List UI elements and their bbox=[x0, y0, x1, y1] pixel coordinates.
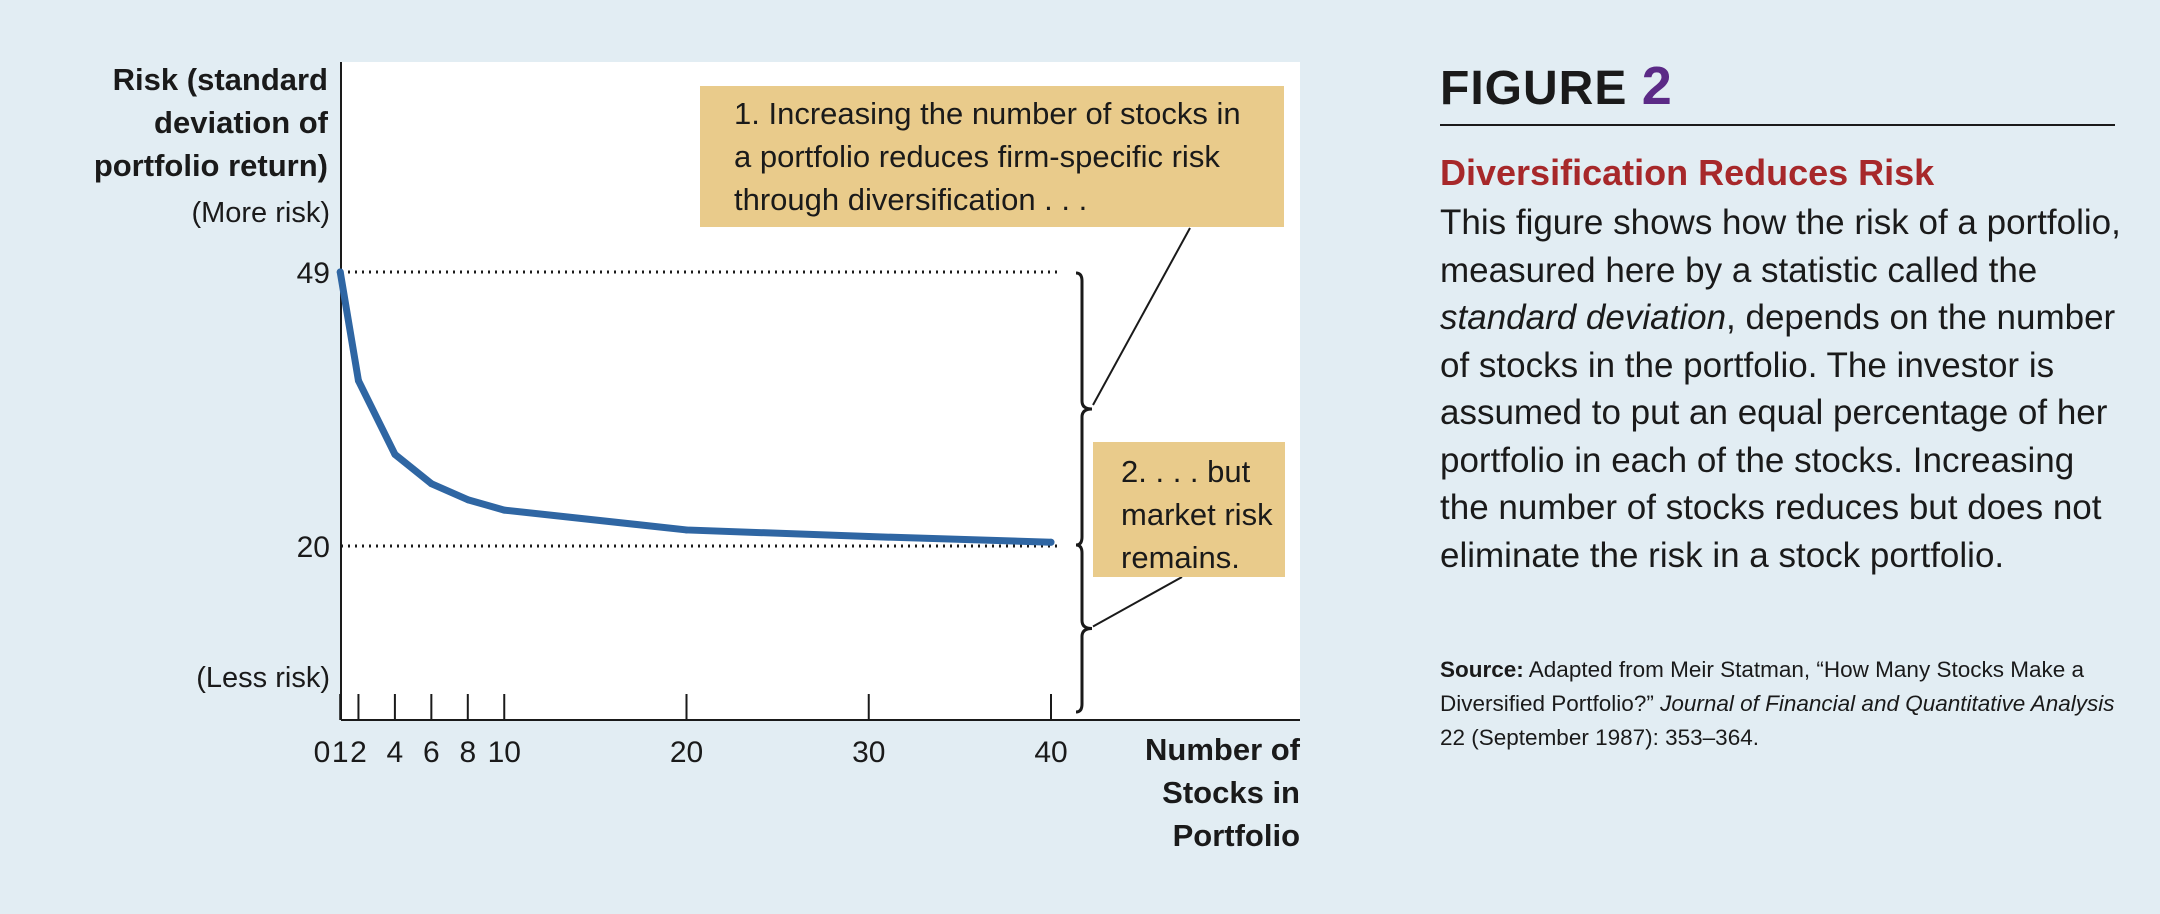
x-axis-label-line: Number of bbox=[1145, 732, 1300, 767]
x-tick-label: 30 bbox=[852, 736, 885, 769]
figure-heading: Diversification Reduces Risk bbox=[1440, 152, 1935, 193]
source-label: Source: bbox=[1440, 657, 1524, 682]
y-ticks: 49 20 bbox=[297, 257, 330, 564]
data-point bbox=[1047, 538, 1055, 546]
data-point bbox=[464, 496, 472, 504]
data-point bbox=[336, 268, 344, 276]
x-tick-label: 6 bbox=[423, 736, 440, 769]
x-tick-label: 8 bbox=[459, 736, 476, 769]
data-point bbox=[865, 533, 873, 541]
series-group bbox=[336, 268, 1055, 546]
x-axis-label-line: Portfolio bbox=[1172, 818, 1300, 853]
braces bbox=[1075, 227, 1191, 714]
source-text: Adapted from Meir Statman, “How Many Sto… bbox=[1440, 657, 2084, 716]
figure-caption: This figure shows how the risk of a port… bbox=[1440, 199, 2130, 579]
caption-text-end: , depends on the number of stocks in the… bbox=[1440, 298, 2116, 575]
data-point bbox=[354, 377, 362, 385]
x-axis-label-line: Stocks in bbox=[1162, 775, 1300, 810]
leader-line bbox=[1092, 227, 1191, 406]
x-tick-label: 4 bbox=[387, 736, 404, 769]
data-point bbox=[427, 480, 435, 488]
callout-line: remains. bbox=[1121, 540, 1240, 575]
x-tick-label: 20 bbox=[670, 736, 703, 769]
data-point bbox=[683, 526, 690, 534]
x-tick-label: 2 bbox=[350, 736, 367, 769]
brace-market bbox=[1075, 543, 1093, 714]
x-tick-label: 0 bbox=[314, 736, 331, 769]
y-axis-label: Risk (standard deviation of portfolio re… bbox=[80, 58, 328, 187]
y-axis-label-line: Risk (standard bbox=[112, 62, 328, 97]
callout-firm-specific-risk: 1. Increasing the number of stocks in a … bbox=[700, 86, 1284, 227]
title-divider bbox=[1440, 124, 2115, 126]
y-axis-label-line: portfolio return) bbox=[93, 148, 328, 183]
x-tick-label: 10 bbox=[488, 736, 521, 769]
axes bbox=[340, 62, 1300, 721]
less-risk-label: (Less risk) bbox=[196, 662, 330, 694]
y-axis-label-line: deviation of bbox=[154, 105, 328, 140]
source-end: 22 (September 1987): 353–364. bbox=[1440, 725, 1759, 750]
reference-lines bbox=[341, 270, 1062, 548]
caption-italic: standard deviation bbox=[1440, 298, 1727, 337]
callout-line: market risk bbox=[1121, 497, 1273, 532]
caption-text: This figure shows how the risk of a port… bbox=[1440, 203, 2121, 290]
data-point bbox=[391, 450, 399, 458]
leader-line bbox=[1092, 576, 1183, 628]
x-tick-label: 40 bbox=[1034, 736, 1067, 769]
source-journal: Journal of Financial and Quantitative An… bbox=[1660, 691, 2115, 716]
figure-title: FIGURE 2 bbox=[1440, 55, 1673, 117]
brace-firm-specific bbox=[1075, 271, 1093, 547]
figure-number: 2 bbox=[1641, 56, 1673, 116]
data-point bbox=[500, 506, 508, 514]
figure-label: FIGURE bbox=[1440, 62, 1628, 115]
y-tick-label: 49 bbox=[297, 257, 330, 290]
x-tick-label: 1 bbox=[332, 736, 349, 769]
x-ticks: 0 1 2 4 6 8 10 20 30 40 bbox=[314, 694, 1068, 769]
more-risk-label: (More risk) bbox=[191, 197, 330, 229]
callout-market-risk: 2. . . . but market risk remains. bbox=[1093, 442, 1285, 577]
callout-line: 2. . . . but bbox=[1121, 454, 1251, 489]
x-axis-label: Number of Stocks in Portfolio bbox=[1090, 728, 1300, 857]
source-note: Source: Adapted from Meir Statman, “How … bbox=[1440, 653, 2120, 755]
y-tick-label: 20 bbox=[297, 531, 330, 564]
